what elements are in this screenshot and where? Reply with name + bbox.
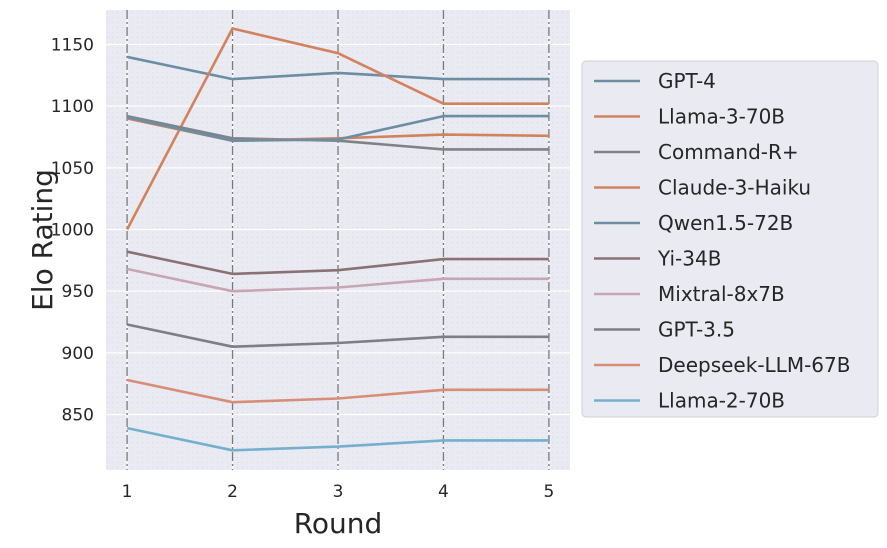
x-tick-label: 2 [227,482,238,502]
y-tick-label: 1100 [51,97,94,117]
series-line [126,378,549,404]
y-tick-label: 900 [62,344,94,364]
y-tick-label: 1000 [51,221,94,241]
legend-label: Qwen1.5-72B [658,211,793,235]
legend-label: Llama-2-70B [658,389,785,413]
x-tick-label: 3 [333,482,344,502]
x-tick-labels: 1 2 3 4 5 [122,482,555,502]
y-tick-label: 1050 [51,159,94,179]
legend-label: GPT-4 [658,69,716,93]
y-tick-label: 850 [62,406,94,426]
series-lines [125,27,549,452]
round-dashed-lines [126,10,550,470]
y-axis-title: Elo Rating [26,169,59,311]
legend-label: Deepseek-LLM-67B [658,353,850,377]
series-line [126,250,549,276]
series-line [126,323,549,349]
legend-label: Mixtral-8x7B [658,282,785,306]
series-line [126,114,549,142]
y-tick-label: 950 [62,282,94,302]
legend-label: Claude-3-Haiku [658,176,811,200]
y-tick-label: 1150 [51,36,94,56]
legend-entries: GPT-4 Llama-3-70B Command-R+ Claude-3-Haiku… [594,69,850,413]
y-tick-labels: 850 900 950 1000 1050 1100 1150 [51,36,94,426]
legend-label: Yi-34B [657,247,721,271]
x-tick-label: 1 [122,482,133,502]
x-axis-title: Round [294,507,383,540]
legend-label: Command-R+ [658,140,799,164]
series-line [126,426,549,452]
x-tick-label: 5 [543,482,554,502]
legend-label: GPT-3.5 [658,318,735,342]
series-line [126,267,549,293]
series-line [125,27,549,231]
x-tick-label: 4 [438,482,449,502]
legend-label: Llama-3-70B [658,105,785,129]
series-line [126,55,549,81]
legend-box [581,60,879,418]
legend: GPT-4 Llama-3-70B Command-R+ Claude-3-Haiku… [581,60,879,418]
